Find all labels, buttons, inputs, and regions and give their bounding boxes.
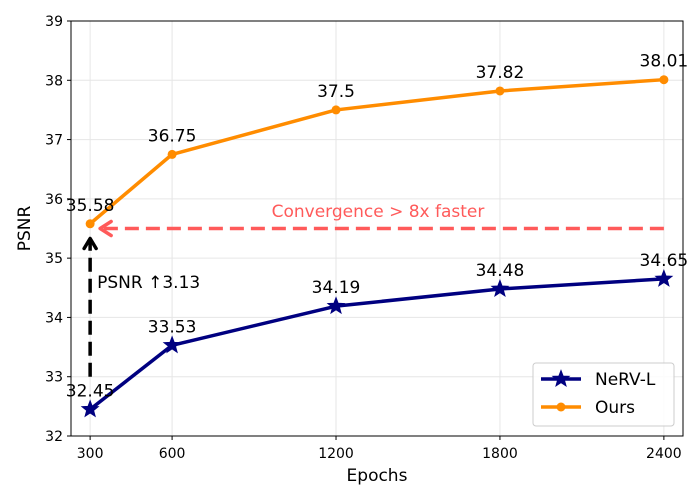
data-label-ours: 37.5	[317, 82, 355, 102]
data-label-nerv-l: 34.65	[640, 251, 689, 271]
y-tick-label: 33	[45, 370, 63, 386]
x-tick-label: 1800	[482, 446, 518, 462]
legend-label-ours: Ours	[595, 398, 635, 418]
data-point-nerv-l	[654, 268, 674, 287]
convergence-arrow-head	[98, 219, 113, 238]
data-point-ours	[331, 105, 341, 115]
legend-label-nerv-l: NeRV-L	[595, 370, 656, 390]
annotations: Convergence > 8x faster PSNR ↑3.13	[82, 202, 664, 377]
data-point-nerv-l	[326, 296, 346, 315]
data-label-nerv-l: 33.53	[148, 317, 197, 337]
psnr-gain-annotation: PSNR ↑3.13	[97, 273, 200, 293]
y-tick-label: 35	[45, 251, 63, 267]
data-label-ours: 37.82	[476, 63, 525, 83]
data-point-nerv-l	[490, 279, 510, 297]
axes: 32 33 34 35 36 37 38 39 300 600 1200 1800 2400 Epochs…	[15, 14, 684, 486]
x-tick-label: 300	[77, 446, 104, 462]
data-point-nerv-l	[162, 335, 182, 354]
y-tick-label: 36	[45, 192, 63, 208]
plot-frame	[70, 20, 684, 437]
y-tick-label: 39	[45, 14, 63, 30]
y-tick-label: 34	[45, 310, 63, 326]
data-point-ours	[495, 86, 505, 96]
series	[80, 75, 674, 418]
y-axis-title: PSNR	[15, 206, 35, 252]
psnr-gain-arrow-head	[82, 236, 98, 251]
data-point-ours	[167, 149, 177, 159]
data-point-ours	[85, 219, 95, 229]
y-tick-label: 38	[45, 73, 63, 89]
convergence-annotation: Convergence > 8x faster	[272, 202, 485, 222]
data-label-nerv-l: 34.19	[312, 278, 361, 298]
data-point-ours	[659, 75, 669, 85]
x-tick-label: 600	[159, 446, 186, 462]
x-tick-label: 1200	[318, 446, 354, 462]
legend: NeRV-L Ours	[532, 362, 675, 427]
data-label-ours: 36.75	[148, 126, 197, 146]
legend-marker-ours	[556, 402, 566, 412]
data-labels: 32.45 33.53 34.19 34.48 34.65 35.58 36.75 37.5 3…	[66, 52, 688, 402]
data-label-nerv-l: 32.45	[66, 381, 115, 401]
data-label-ours: 38.01	[640, 52, 689, 72]
y-tick-label: 32	[45, 429, 63, 445]
data-point-nerv-l	[80, 399, 100, 418]
data-label-ours: 35.58	[66, 196, 115, 216]
data-label-nerv-l: 34.48	[476, 261, 525, 281]
y-tick-label: 37	[45, 133, 63, 149]
x-tick-label: 2400	[646, 446, 682, 462]
legend-marker-nerv-l	[551, 369, 571, 388]
x-axis-title: Epochs	[347, 466, 408, 486]
